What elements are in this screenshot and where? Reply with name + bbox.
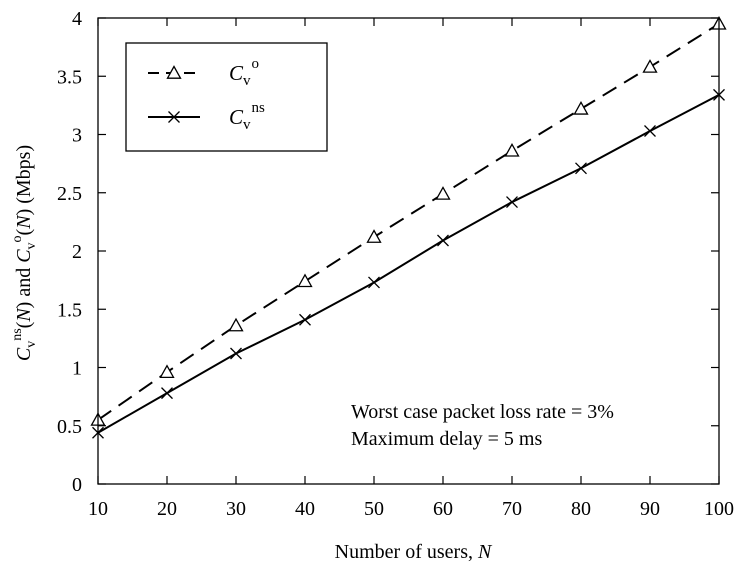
y-tick-label: 2.5 bbox=[57, 183, 82, 205]
legend: Cvo Cvns bbox=[125, 42, 328, 152]
y-tick-label: 1.5 bbox=[57, 299, 82, 321]
legend-item: Cvo bbox=[148, 56, 259, 89]
y-axis-title: Cvns(N) and Cvo(N) (Mbps) bbox=[10, 145, 39, 361]
legend-label: Cvns bbox=[229, 100, 265, 133]
series-line bbox=[97, 22, 720, 421]
annotation-line-1: Worst case packet loss rate = 3% bbox=[351, 401, 614, 423]
data-point-marker bbox=[504, 142, 520, 157]
tick-layer: 10 20 30 40 50 60 70 80 90 100 0 0.5 1 1.5 2 2.5 3 3.5 4 bbox=[57, 8, 734, 520]
series-1 bbox=[90, 15, 727, 426]
data-point-marker bbox=[366, 229, 382, 243]
x-tick-label: 60 bbox=[433, 498, 453, 520]
data-point-marker bbox=[435, 186, 451, 200]
y-tick-label: 0.5 bbox=[57, 416, 82, 438]
data-point-marker bbox=[299, 313, 311, 326]
plot-frame bbox=[97, 17, 720, 485]
data-point-marker bbox=[368, 276, 380, 289]
legend-box bbox=[125, 42, 328, 152]
x-tick-label: 30 bbox=[226, 498, 246, 520]
legend-marker bbox=[166, 65, 182, 79]
data-point-marker bbox=[573, 101, 589, 115]
legend-label: Cvo bbox=[229, 56, 259, 89]
legend-marker bbox=[168, 111, 180, 123]
x-tick-label: 40 bbox=[295, 498, 315, 520]
y-tick-label: 3 bbox=[72, 125, 82, 147]
data-point-marker bbox=[644, 125, 656, 137]
data-point-marker bbox=[297, 273, 313, 288]
data-point-marker bbox=[437, 234, 449, 247]
y-tick-label: 2 bbox=[72, 241, 82, 263]
data-point-marker bbox=[159, 364, 175, 379]
data-point-marker bbox=[228, 317, 244, 332]
x-tick-label: 100 bbox=[704, 498, 734, 520]
data-point-marker bbox=[161, 387, 173, 400]
x-tick-label: 10 bbox=[88, 498, 108, 520]
x-tick-label: 20 bbox=[157, 498, 177, 520]
y-tick-label: 1 bbox=[72, 358, 82, 380]
annotation-line-2: Maximum delay = 5 ms bbox=[351, 428, 542, 450]
series-line bbox=[97, 94, 720, 434]
y-tick-label: 3.5 bbox=[57, 66, 82, 88]
data-point-marker bbox=[230, 347, 242, 360]
data-point-marker bbox=[506, 196, 518, 209]
data-point-marker bbox=[575, 162, 587, 175]
x-tick-label: 70 bbox=[502, 498, 522, 520]
x-tick-label: 90 bbox=[640, 498, 660, 520]
data-point-marker bbox=[642, 59, 658, 73]
legend-item: Cvns bbox=[148, 100, 265, 133]
y-tick-label: 4 bbox=[72, 8, 82, 30]
y-tick-label: 0 bbox=[72, 474, 82, 496]
x-tick-label: 80 bbox=[571, 498, 591, 520]
x-tick-label: 50 bbox=[364, 498, 384, 520]
x-axis-title: Number of users, N bbox=[335, 541, 493, 563]
